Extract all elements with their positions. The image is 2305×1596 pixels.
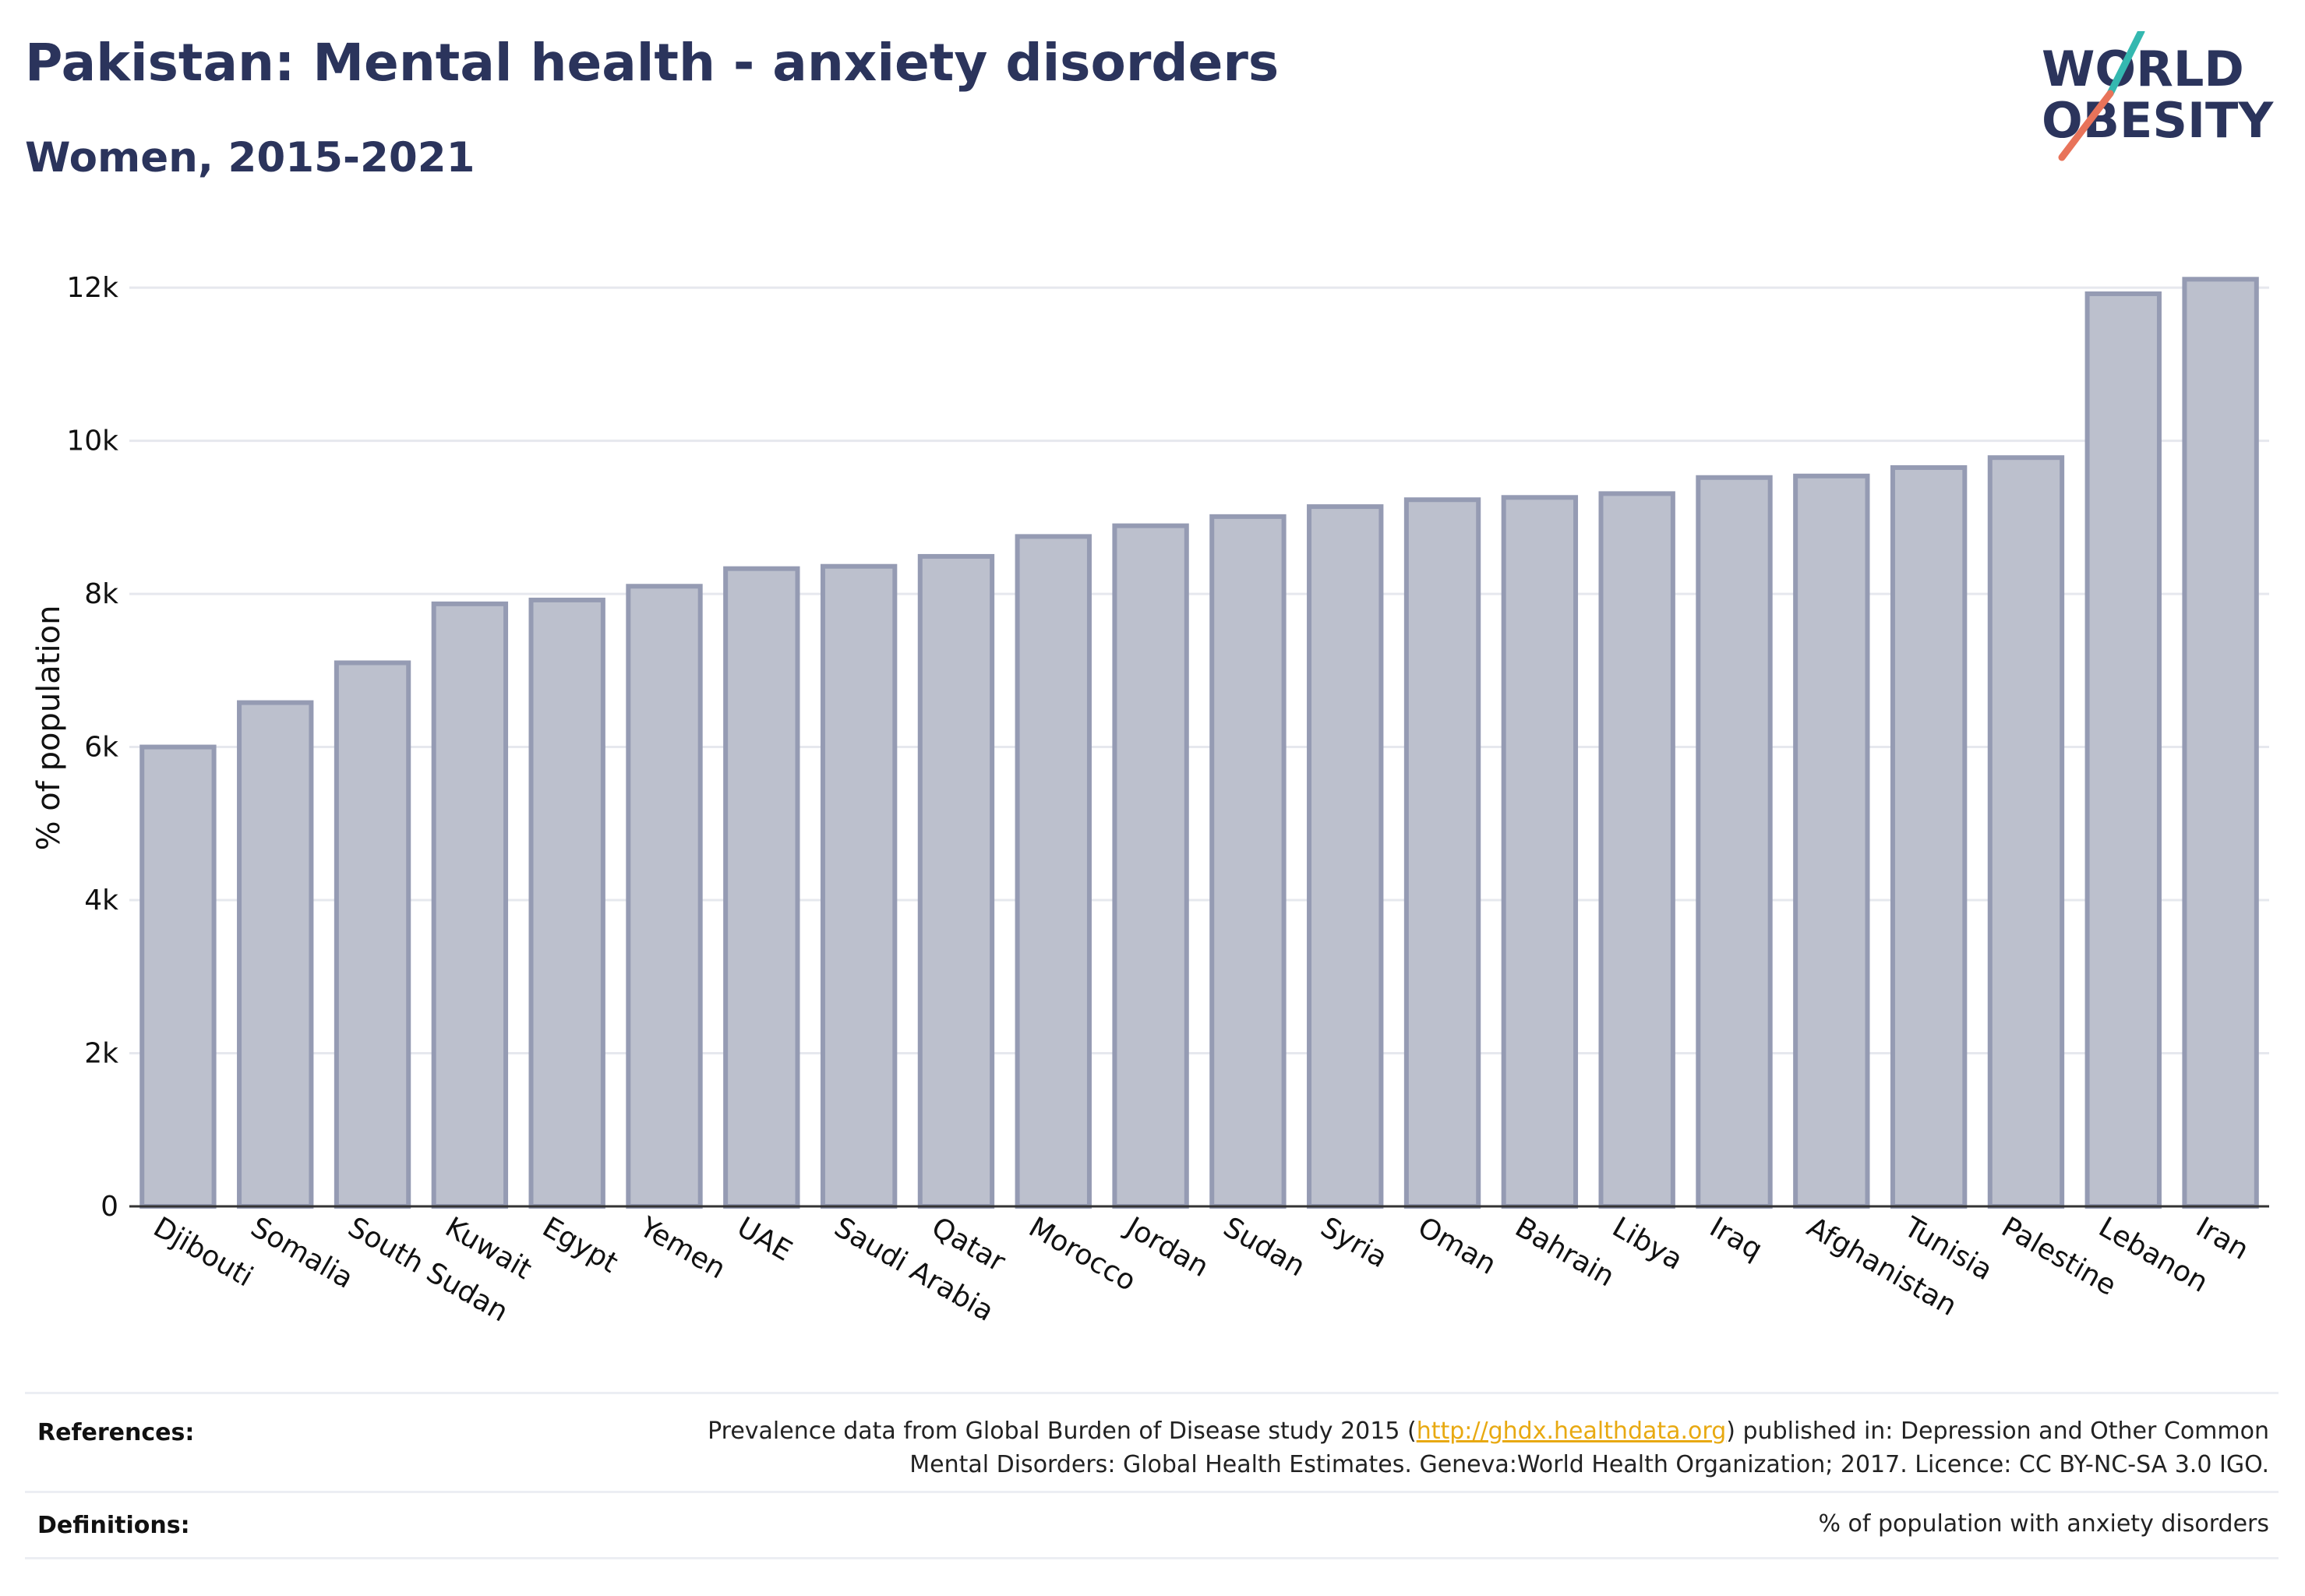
y-tick-label: 2k <box>84 1038 118 1070</box>
page-title: Pakistan: Mental health - anxiety disord… <box>25 33 1280 93</box>
definitions-text: % of population with anxiety disorders <box>1818 1510 2269 1538</box>
y-tick-label: 6k <box>84 732 118 764</box>
references-text-line2: Mental Disorders: Global Health Estimate… <box>909 1451 2269 1478</box>
bar-tunisia[interactable] <box>1890 464 1968 1209</box>
logo-text-obesity: OBESITY <box>2042 92 2274 149</box>
y-tick-label: 0 <box>101 1191 118 1223</box>
x-tick-label: UAE <box>732 1211 797 1267</box>
bar-qatar[interactable] <box>917 553 995 1209</box>
bar-palestine[interactable] <box>1987 455 2065 1209</box>
references-text-start: Prevalence data from Global Burden of Di… <box>708 1418 1417 1445</box>
references-text-end: ) published in: Depression and Other Com… <box>1726 1418 2269 1445</box>
definitions-row: Definitions: % of population with anxiet… <box>25 1493 2279 1559</box>
bar-uae[interactable] <box>723 566 800 1209</box>
bar-kuwait[interactable] <box>431 601 509 1209</box>
x-tick-label: Egypt <box>537 1211 623 1279</box>
bar-afghanistan[interactable] <box>1793 473 1870 1209</box>
bar-bahrain[interactable] <box>1501 495 1579 1209</box>
logo-slash-teal <box>2106 31 2145 97</box>
references-text: Prevalence data from Global Burden of Di… <box>708 1414 2269 1481</box>
x-tick-label: Iran <box>2190 1211 2254 1266</box>
bar-yemen[interactable] <box>626 584 703 1209</box>
x-tick-label: Somalia <box>245 1211 358 1295</box>
references-label: References: <box>37 1419 195 1446</box>
references-row: References: Prevalence data from Global … <box>25 1394 2279 1493</box>
bar-sudan[interactable] <box>1209 514 1287 1209</box>
bar-iran[interactable] <box>2182 277 2259 1209</box>
definitions-label: Definitions: <box>37 1512 190 1539</box>
bar-somalia[interactable] <box>237 700 314 1209</box>
bar-djibouti[interactable] <box>139 744 217 1209</box>
bar-lebanon[interactable] <box>2084 291 2162 1209</box>
y-axis-label: % of population <box>31 606 67 851</box>
x-tick-label: South Sudan <box>343 1211 514 1328</box>
page-subtitle: Women, 2015-2021 <box>25 134 475 182</box>
world-obesity-logo: WORLD OBESITY <box>2042 31 2274 161</box>
bar-morocco[interactable] <box>1015 534 1092 1209</box>
x-tick-label: Sudan <box>1218 1211 1311 1283</box>
bar-oman[interactable] <box>1403 497 1481 1209</box>
bar-syria[interactable] <box>1307 504 1384 1209</box>
bar-iraq[interactable] <box>1696 475 1773 1209</box>
bar-jordan[interactable] <box>1112 523 1189 1209</box>
bar-south-sudan[interactable] <box>334 660 411 1209</box>
bar-egypt[interactable] <box>528 597 605 1209</box>
x-tick-label: Bahrain <box>1509 1211 1619 1293</box>
x-tick-label: Libya <box>1607 1211 1688 1276</box>
x-tick-label: Yemen <box>634 1211 731 1286</box>
x-tick-label: Oman <box>1413 1211 1502 1281</box>
bar-libya[interactable] <box>1598 491 1675 1209</box>
y-tick-label: 12k <box>66 272 118 304</box>
x-tick-label: Djibouti <box>148 1211 258 1293</box>
references-link[interactable]: http://ghdx.healthdata.org <box>1416 1418 1727 1445</box>
logo-text-world: WORLD <box>2042 41 2244 97</box>
x-tick-label: Morocco <box>1023 1211 1141 1298</box>
y-tick-label: 10k <box>66 425 118 457</box>
bar-saudi-arabia[interactable] <box>820 563 898 1209</box>
logo-slash-coral <box>2058 90 2114 161</box>
y-tick-label: 8k <box>84 578 118 610</box>
x-tick-label: Iraq <box>1704 1211 1767 1266</box>
references-panel: References: Prevalence data from Global … <box>25 1392 2279 1559</box>
y-tick-label: 4k <box>84 885 118 916</box>
x-tick-label: Syria <box>1315 1211 1393 1274</box>
